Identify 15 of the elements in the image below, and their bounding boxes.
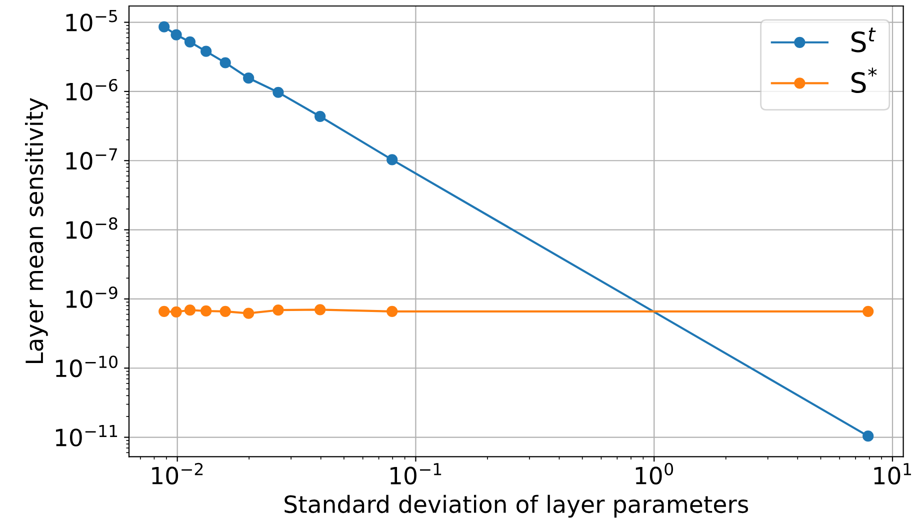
y-tick-label: 10$^{−5}$ <box>66 10 117 32</box>
x-tick-label: 10$^{1}$ <box>874 463 911 485</box>
y-tick-label: 10$^{−8}$ <box>66 217 118 239</box>
legend-label: S$^{t}$ <box>852 28 876 52</box>
y-tick-label: 10$^{−7}$ <box>66 148 118 170</box>
y-tick-label: 10$^{−6}$ <box>66 78 118 101</box>
legend-label: S$^{*}$ <box>852 68 877 94</box>
x-tick-label: 10$^{−2}$ <box>152 462 203 485</box>
y-axis-title: Layer mean sensitivity <box>24 98 48 364</box>
y-tick-label: 10$^{−10}$ <box>56 356 118 378</box>
y-tick-label: 10$^{−9}$ <box>66 286 118 308</box>
x-axis-title: Standard deviation of layer parameters <box>284 494 748 518</box>
y-tick-label: 10$^{−11}$ <box>56 425 118 446</box>
x-tick-label: 10$^{0}$ <box>636 462 674 485</box>
x-tick-label: 10$^{−1}$ <box>390 463 442 485</box>
